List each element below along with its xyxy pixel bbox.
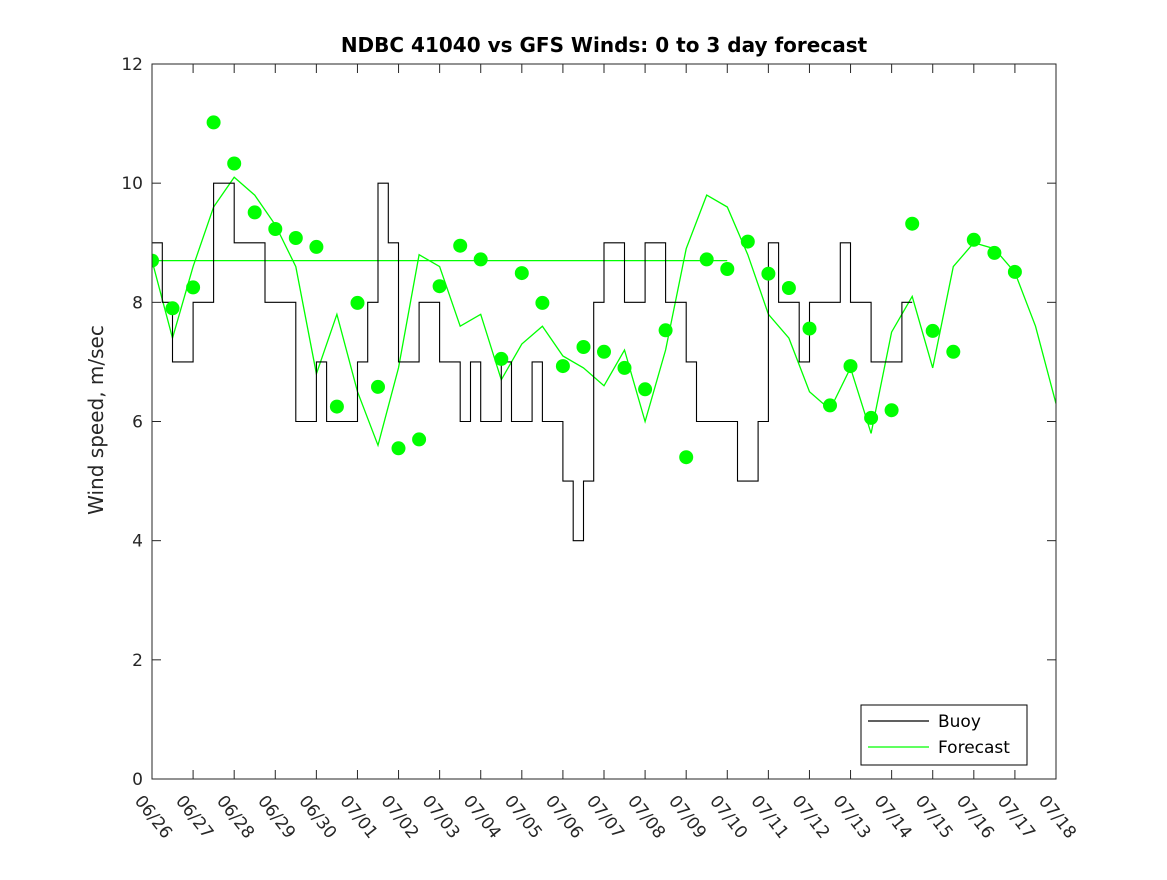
forecast-marker	[946, 344, 961, 359]
legend: Buoy Forecast	[860, 704, 1028, 766]
forecast-marker	[679, 450, 694, 465]
forecast-marker	[781, 281, 796, 295]
forecast-marker	[227, 156, 242, 171]
y-tick-label: 8	[132, 293, 143, 313]
forecast-marker	[864, 410, 879, 425]
forecast-marker	[309, 239, 324, 254]
forecast-marker	[1007, 264, 1022, 279]
forecast-marker	[371, 379, 385, 394]
forecast-marker	[905, 216, 920, 231]
y-tick-label: 10	[121, 174, 143, 194]
forecast-marker	[165, 301, 180, 316]
forecast-marker	[823, 398, 837, 413]
forecast-marker	[987, 245, 1002, 260]
forecast-marker	[391, 441, 406, 456]
forecast-marker	[720, 262, 735, 276]
forecast-marker	[761, 266, 776, 281]
forecast-marker	[555, 359, 570, 374]
forecast-marker	[884, 403, 899, 418]
forecast-marker	[514, 266, 529, 281]
buoy-line	[152, 182, 913, 542]
forecast-marker	[268, 222, 283, 236]
y-tick-label: 0	[132, 770, 143, 790]
forecast-marker	[186, 280, 201, 295]
forecast-marker	[925, 323, 940, 338]
forecast-marker	[699, 252, 714, 267]
forecast-marker	[535, 295, 550, 310]
forecast-marker	[494, 351, 509, 366]
forecast-marker	[247, 205, 262, 220]
legend-label-forecast: Forecast	[938, 738, 1010, 758]
y-tick-label: 12	[121, 55, 143, 75]
forecast-marker	[206, 115, 221, 130]
forecast-marker	[412, 432, 427, 447]
forecast-marker	[350, 295, 365, 310]
forecast-marker	[966, 232, 981, 247]
forecast-marker	[843, 359, 858, 374]
forecast-marker	[638, 382, 653, 397]
forecast-line	[152, 176, 1056, 448]
y-tick-label: 4	[132, 532, 143, 552]
chart-title: NDBC 41040 vs GFS Winds: 0 to 3 day fore…	[341, 33, 868, 57]
forecast-marker	[658, 323, 673, 338]
forecast-marker	[152, 253, 159, 268]
forecast-marker	[288, 231, 303, 245]
forecast-marker	[329, 399, 344, 414]
forecast-marker	[576, 340, 591, 354]
y-tick-label: 2	[132, 651, 143, 671]
forecast-marker	[432, 279, 447, 294]
y-tick-label: 6	[132, 413, 143, 433]
y-axis-label: Wind speed, m/sec	[84, 325, 108, 515]
forecast-marker	[453, 238, 468, 253]
forecast-marker	[473, 252, 488, 267]
forecast-marker	[597, 344, 611, 359]
forecast-marker	[740, 234, 755, 249]
forecast-marker	[617, 360, 632, 375]
forecast-marker	[802, 321, 817, 336]
legend-label-buoy: Buoy	[938, 712, 981, 732]
